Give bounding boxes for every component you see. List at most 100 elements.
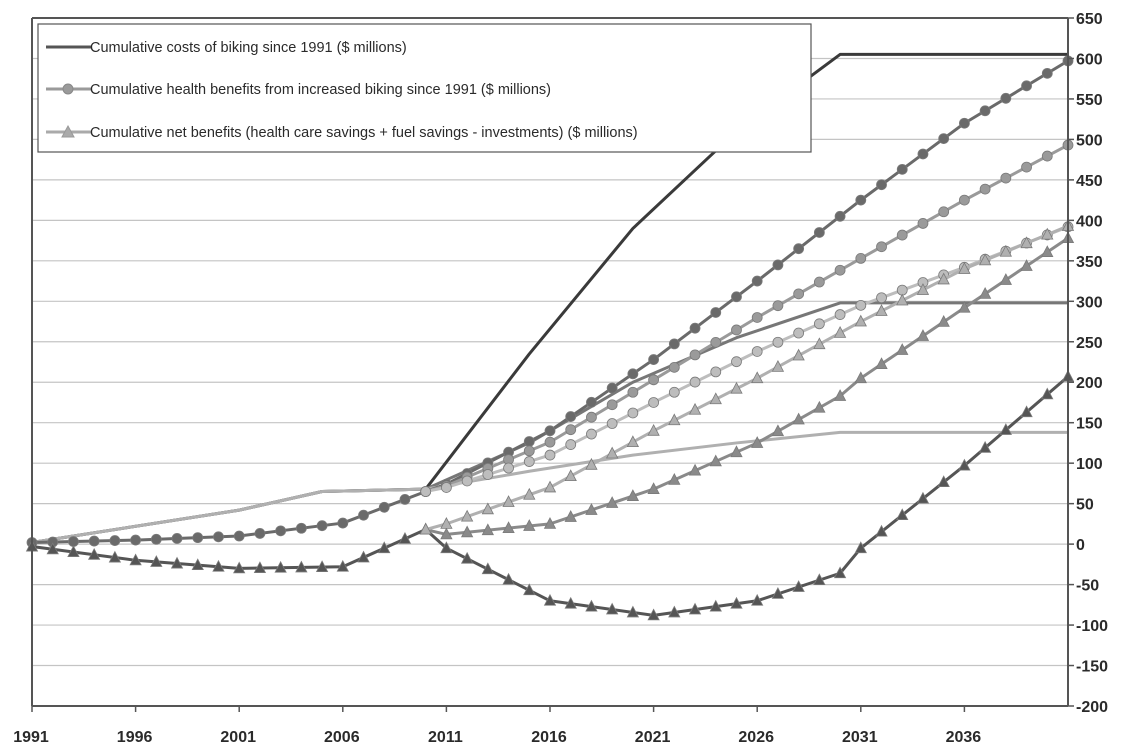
data-point	[627, 386, 639, 398]
data-point	[771, 359, 785, 372]
data-point	[896, 343, 909, 355]
data-point	[440, 541, 453, 554]
y-tick-label: 100	[1076, 456, 1103, 473]
data-point	[896, 229, 908, 241]
y-tick-label: 200	[1076, 375, 1103, 392]
y-tick-label: 150	[1076, 416, 1103, 433]
data-point	[170, 556, 184, 569]
data-point	[585, 599, 598, 612]
data-point	[316, 520, 328, 532]
data-point	[916, 283, 930, 295]
data-point	[793, 243, 805, 255]
data-point	[295, 522, 307, 534]
y-tick-label: 400	[1076, 213, 1103, 230]
data-point	[1000, 92, 1012, 104]
data-point	[854, 314, 867, 327]
data-point	[896, 163, 908, 175]
data-point	[731, 356, 742, 368]
data-point	[419, 522, 432, 535]
y-tick-label: 300	[1076, 294, 1103, 311]
legend-entry-health: Cumulative health benefits from increase…	[46, 82, 551, 98]
data-point	[876, 179, 887, 191]
series-layer	[25, 52, 1075, 621]
data-point	[543, 480, 557, 493]
data-point	[772, 300, 784, 312]
data-point	[751, 436, 764, 448]
legend-entry-net: Cumulative net benefits (health care sav…	[46, 124, 638, 141]
data-point	[67, 545, 80, 557]
data-point	[793, 327, 805, 339]
series-line	[425, 236, 1069, 536]
data-point	[999, 273, 1013, 285]
data-point	[564, 510, 577, 522]
data-point	[917, 148, 929, 160]
y-tick-label: 450	[1076, 173, 1103, 190]
data-point	[46, 542, 59, 555]
data-point	[544, 436, 556, 448]
data-point	[751, 312, 763, 323]
data-point	[1021, 161, 1032, 173]
data-point	[688, 602, 702, 615]
data-point	[606, 399, 618, 411]
legend-entry-costs: Cumulative costs of biking since 1991 ($…	[46, 40, 407, 56]
data-point	[315, 560, 329, 573]
data-point	[979, 183, 991, 195]
series-line	[425, 224, 1069, 531]
data-point	[274, 560, 287, 573]
data-point	[605, 446, 619, 459]
data-point	[959, 117, 970, 129]
data-point	[813, 276, 825, 288]
data-point	[1000, 172, 1012, 184]
data-point	[565, 424, 577, 436]
data-point	[688, 402, 702, 415]
data-point	[275, 525, 287, 537]
data-point	[896, 293, 909, 306]
data-point	[771, 424, 785, 437]
data-point	[523, 456, 535, 467]
x-tick-label: 2031	[842, 729, 878, 746]
data-point	[523, 445, 535, 457]
series-6	[25, 369, 1075, 621]
data-point	[792, 580, 805, 592]
data-point	[109, 535, 121, 546]
data-point	[668, 605, 681, 618]
data-point	[1041, 150, 1053, 162]
data-point	[460, 525, 474, 538]
data-point	[627, 368, 639, 380]
data-point	[854, 371, 867, 384]
data-point	[585, 457, 598, 470]
data-point	[875, 357, 888, 370]
data-point	[565, 411, 577, 422]
x-tick-label: 2006	[324, 729, 360, 746]
data-point	[1020, 236, 1033, 249]
data-point	[834, 309, 846, 320]
data-point	[833, 389, 847, 401]
data-point	[357, 550, 370, 563]
data-point	[543, 593, 557, 606]
data-point	[481, 562, 495, 575]
data-point	[523, 583, 536, 596]
data-point	[937, 475, 950, 488]
y-tick-label: 50	[1076, 497, 1094, 514]
data-point	[88, 535, 100, 547]
data-point	[606, 382, 618, 394]
legend-triangle-marker	[61, 124, 75, 138]
data-point	[876, 292, 887, 304]
x-tick-label: 2001	[220, 729, 256, 746]
data-point	[648, 397, 659, 408]
data-point	[710, 337, 722, 348]
y-tick-label: -200	[1076, 699, 1108, 716]
data-point	[958, 300, 971, 313]
data-point	[751, 593, 764, 606]
data-point	[813, 318, 825, 330]
y-tick-label: 650	[1076, 11, 1103, 28]
data-point	[233, 530, 245, 542]
data-point	[668, 361, 680, 373]
data-point	[564, 596, 577, 609]
data-point	[254, 528, 266, 539]
data-point	[668, 413, 681, 426]
legend-label-health: Cumulative health benefits from increase…	[90, 82, 551, 98]
data-point	[668, 386, 680, 398]
data-point	[731, 324, 742, 336]
data-point	[937, 314, 950, 327]
